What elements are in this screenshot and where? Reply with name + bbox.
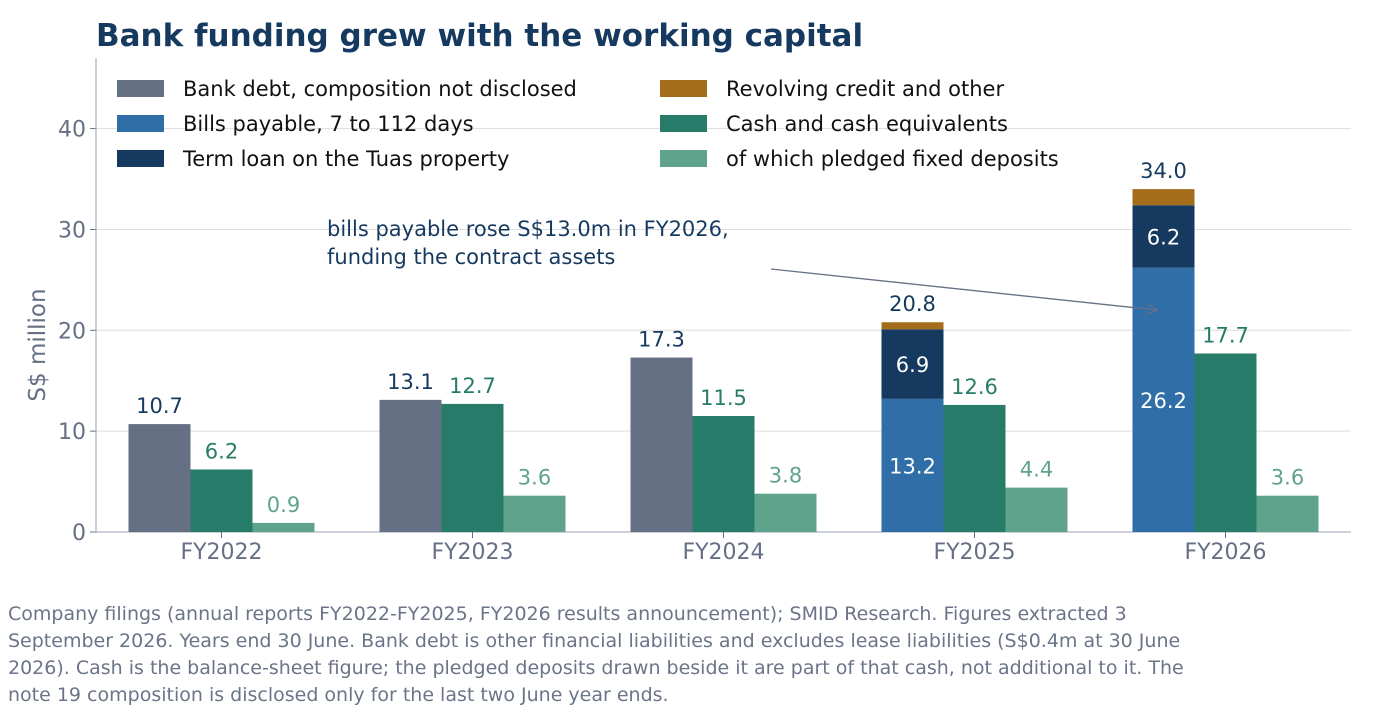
- bar-value-label: 0.9: [267, 493, 300, 517]
- debt-total-label: 10.7: [136, 394, 183, 418]
- bar-segment: [881, 322, 944, 330]
- bar-value-label: 3.6: [1271, 466, 1304, 490]
- y-axis-label: S$ million: [25, 288, 51, 401]
- bar-segment: [881, 398, 944, 532]
- y-tick-label: 30: [58, 218, 86, 243]
- bar-segment: [128, 424, 191, 532]
- bar-segment: [379, 399, 442, 532]
- bar-segment: [441, 403, 504, 532]
- source-footnote: Company filings (annual reports FY2022-F…: [8, 603, 1184, 706]
- bar-inner-label: 6.2: [1147, 226, 1180, 250]
- y-tick-label: 40: [58, 118, 86, 143]
- legend-swatch: [660, 115, 707, 132]
- bar-value-label: 12.6: [951, 375, 998, 399]
- bar-value-label: 4.4: [1020, 458, 1053, 482]
- debt-total-label: 13.1: [387, 370, 434, 394]
- bar-segment: [1194, 353, 1257, 532]
- x-tick-label: FY2024: [682, 540, 764, 565]
- bar-value-label: 11.5: [700, 386, 747, 410]
- debt-total-label: 34.0: [1140, 159, 1187, 183]
- annotation-arrow-head: [1145, 303, 1159, 315]
- annotation: bills payable rose S$13.0m in FY2026, fun…: [327, 217, 1159, 315]
- funding-bar-chart: 0 10 20 30 40 S$ million FY2022 FY2023 FY2024 FY2…: [25, 58, 1351, 565]
- legend-label: Revolving credit and other: [726, 77, 1004, 101]
- bar-value-label: 3.8: [769, 464, 802, 488]
- legend-swatch: [117, 80, 164, 97]
- annotation-text: bills payable rose S$13.0m in FY2026,: [327, 217, 729, 241]
- legend-label: Bills payable, 7 to 112 days: [183, 112, 474, 136]
- bar-segment: [1132, 205, 1195, 268]
- bar-value-label: 12.7: [449, 374, 496, 398]
- legend-label: of which pledged fixed deposits: [726, 147, 1059, 171]
- legend-label: Cash and cash equivalents: [726, 112, 1008, 136]
- legend: Bank debt, composition not disclosed Bill…: [117, 77, 1059, 171]
- y-tick-label: 0: [72, 521, 86, 546]
- bar-value-label: 17.7: [1202, 323, 1249, 347]
- legend-swatch: [117, 115, 164, 132]
- y-tick-label: 20: [58, 319, 86, 344]
- bar-inner-label: 13.2: [889, 454, 936, 478]
- x-tick-label: FY2022: [180, 540, 262, 565]
- bar-value-label: 3.6: [518, 466, 551, 490]
- chart-title: Bank funding grew with the working capit…: [96, 18, 864, 54]
- bar-segment: [252, 522, 315, 532]
- bar-segment: [1005, 487, 1068, 532]
- axes: 0 10 20 30 40 S$ million FY2022 FY2023 FY2024 FY2…: [25, 58, 1351, 565]
- legend-label: Term loan on the Tuas property: [182, 147, 509, 171]
- legend-label: Bank debt, composition not disclosed: [183, 77, 577, 101]
- x-tick-label: FY2026: [1184, 540, 1266, 565]
- bar-segment: [943, 404, 1006, 532]
- debt-total-label: 20.8: [889, 292, 936, 316]
- bar-segment: [1132, 189, 1195, 206]
- bar-inner-label: 26.2: [1140, 389, 1187, 413]
- bar-segment: [1132, 267, 1195, 532]
- bar-segment: [881, 329, 944, 399]
- annotation-arrow-line: [770, 268, 1158, 311]
- x-tick-label: FY2023: [431, 540, 513, 565]
- bar-value-label: 6.2: [205, 439, 238, 463]
- legend-swatch: [117, 150, 164, 167]
- bars: [128, 189, 1319, 532]
- legend-swatch: [660, 150, 707, 167]
- bar-inner-label: 6.9: [896, 353, 929, 377]
- bar-segment: [692, 416, 755, 532]
- legend-swatch: [660, 80, 707, 97]
- bar-segment: [503, 495, 566, 532]
- bar-segment: [190, 469, 253, 532]
- y-tick-label: 10: [58, 420, 86, 445]
- x-tick-label: FY2025: [933, 540, 1015, 565]
- bar-segment: [1256, 495, 1319, 532]
- annotation-text: funding the contract assets: [327, 245, 615, 269]
- debt-total-label: 17.3: [638, 328, 685, 352]
- data-labels: 10.7 6.2 0.9 13.1 12.7 3.6 17.3 11.5 3.8 13.2 6.9 2…: [136, 159, 1304, 517]
- bar-segment: [754, 493, 817, 532]
- bar-segment: [630, 357, 693, 532]
